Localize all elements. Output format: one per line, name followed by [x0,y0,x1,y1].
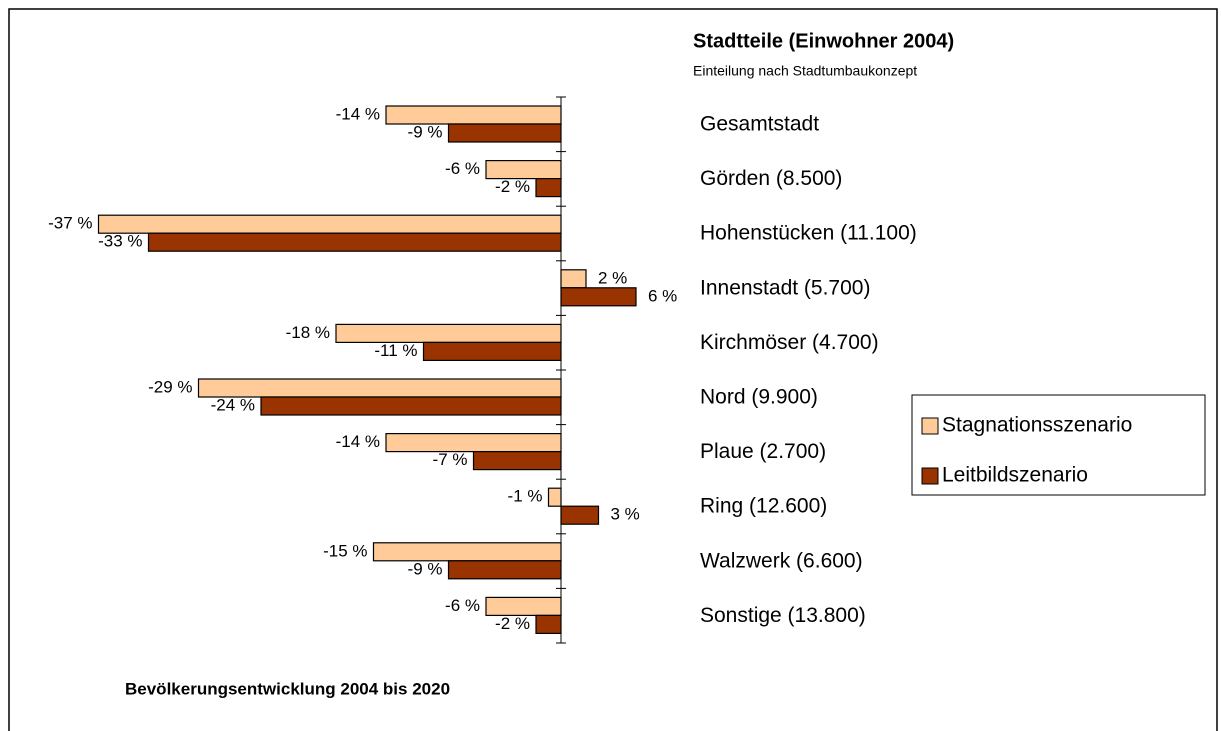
category-label: Hohenstücken (11.100) [700,222,917,245]
bar [260,396,562,416]
category-label: Plaue (2.700) [700,440,826,463]
data-label: -6 % [445,159,480,178]
data-label: -11 % [374,341,417,360]
category-label: Görden (8.500) [700,167,842,190]
bar [197,378,562,398]
bar [335,323,562,343]
bar [447,560,562,580]
data-label: -7 % [433,450,468,469]
bar [447,123,562,143]
category-label: Gesamtstadt [700,113,819,136]
data-label: -37 % [48,214,92,233]
legend-swatch [921,467,939,485]
category-label: Kirchmöser (4.700) [700,331,879,354]
bar [535,614,562,635]
frame [8,8,1218,731]
data-label: 3 % [611,505,640,524]
annotation: Bevölkerungsentwicklung 2004 bis 2020 [125,679,450,698]
data-label: -9 % [408,559,443,578]
bar [385,433,562,453]
data-label: -18 % [286,323,330,342]
bar [485,596,562,617]
bar [560,287,637,307]
category-label: Innenstadt (5.700) [700,276,870,299]
data-label: -24 % [211,395,255,414]
bar [372,542,562,562]
bar [535,178,562,198]
data-label: 2 % [598,268,627,287]
data-label: -9 % [408,122,443,141]
chart-subtitle: Einteilung nach Stadtumbaukonzept [693,63,917,79]
bar [422,341,562,361]
bar [560,505,600,525]
bar [97,214,562,234]
data-label: -2 % [495,177,530,196]
chart-title: Stadtteile (Einwohner 2004) [693,30,954,52]
data-label: -1 % [508,487,543,506]
data-label: -2 % [495,614,530,633]
legend-box [911,394,1206,496]
data-label: -14 % [336,432,380,451]
data-label: -29 % [148,377,192,396]
bar [547,487,562,507]
category-label: Walzwerk (6.600) [700,549,863,572]
bar [560,269,587,289]
bar [385,105,562,125]
data-label: -14 % [336,104,380,123]
legend-label: Stagnationsszenario [942,414,1132,437]
bar [485,160,562,180]
data-label: -15 % [323,541,367,560]
legend-swatch [921,417,939,435]
data-label: 6 % [648,286,677,305]
legend-label: Leitbildszenario [942,464,1088,487]
category-label: Ring (12.600) [700,495,827,518]
bar [472,451,562,471]
category-label: Nord (9.900) [700,386,818,409]
data-label: -33 % [98,232,142,251]
category-label: Sonstige (13.800) [700,604,866,627]
data-label: -6 % [445,596,480,615]
bar [147,232,562,252]
